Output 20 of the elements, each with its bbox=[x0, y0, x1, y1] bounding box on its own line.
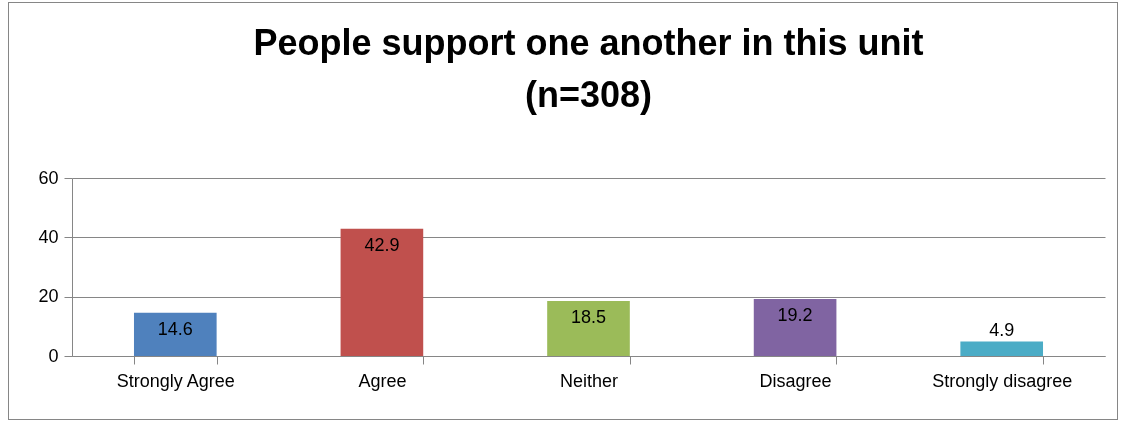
x-tick-label: Strongly Agree bbox=[116, 370, 235, 391]
chart-title: People support one another in this unit (n=308) bbox=[253, 22, 924, 115]
bar bbox=[133, 312, 217, 356]
data-label: 4.9 bbox=[989, 320, 1015, 341]
y-tick-label: 60 bbox=[38, 167, 59, 188]
x-tick-label: Neither bbox=[559, 370, 619, 391]
x-tick-label: Strongly disagree bbox=[932, 370, 1073, 391]
data-label: 14.6 bbox=[157, 318, 193, 339]
data-label: 18.5 bbox=[570, 307, 607, 328]
bar bbox=[960, 341, 1044, 356]
y-tick-label: 40 bbox=[38, 226, 59, 247]
data-label: 19.2 bbox=[777, 305, 813, 326]
y-tick-label: 20 bbox=[38, 286, 59, 307]
data-label: 42.9 bbox=[364, 234, 400, 255]
y-tick-label: 0 bbox=[48, 345, 59, 366]
bar bbox=[547, 301, 630, 356]
bar bbox=[340, 228, 424, 356]
x-tick-label: Disagree bbox=[759, 370, 832, 391]
bar bbox=[753, 299, 837, 356]
x-tick-label: Agree bbox=[358, 370, 407, 391]
